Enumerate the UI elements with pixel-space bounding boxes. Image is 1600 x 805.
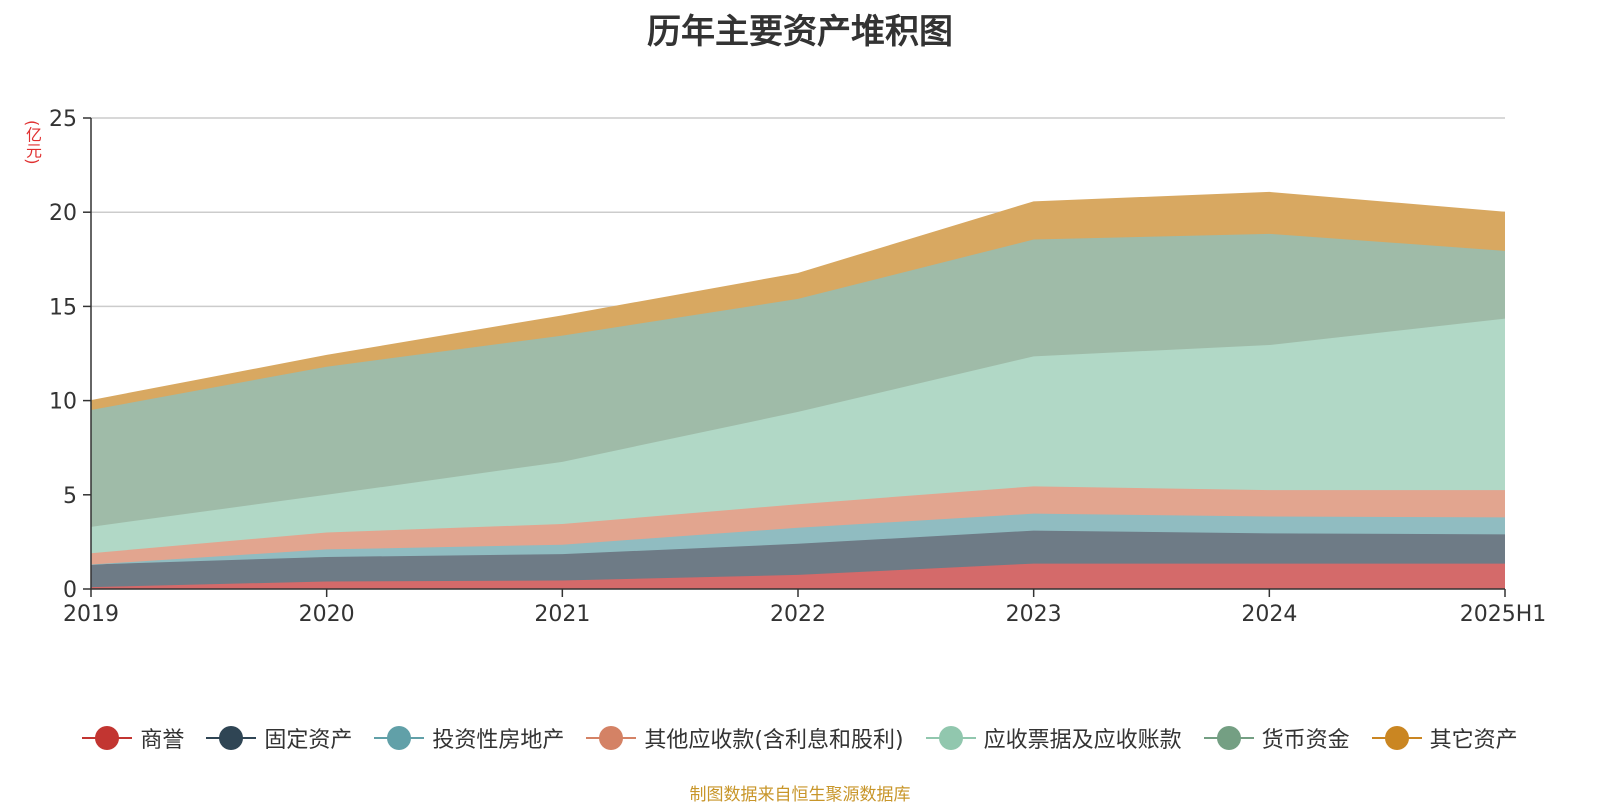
x-tick-label: 2019 bbox=[63, 602, 119, 627]
legend-item-1[interactable]: 固定资产 bbox=[206, 722, 352, 754]
legend-label: 投资性房地产 bbox=[432, 728, 565, 753]
x-tick-label: 2023 bbox=[1006, 602, 1062, 627]
y-tick-label: 10 bbox=[49, 390, 77, 415]
legend-marker bbox=[586, 725, 637, 751]
legend-item-4[interactable]: 应收票据及应收账款 bbox=[925, 722, 1182, 754]
legend-marker bbox=[206, 725, 257, 751]
legend-marker bbox=[1371, 725, 1422, 751]
legend-item-0[interactable]: 商誉 bbox=[82, 722, 184, 754]
legend-label: 商誉 bbox=[140, 728, 185, 753]
y-tick-label: 25 bbox=[49, 107, 77, 132]
legend-item-2[interactable]: 投资性房地产 bbox=[374, 722, 564, 754]
data-source-note: 制图数据来自恒生聚源数据库 bbox=[689, 785, 911, 805]
area-0 bbox=[91, 563, 1505, 589]
y-tick-label: 5 bbox=[63, 484, 77, 509]
y-axis-unit: (亿元) bbox=[23, 120, 42, 165]
area-3 bbox=[91, 486, 1505, 565]
legend-item-6[interactable]: 其它资产 bbox=[1371, 722, 1518, 754]
legend-label: 其他应收款(含利息和股利) bbox=[644, 728, 904, 753]
x-tick-label: 2020 bbox=[299, 602, 355, 627]
legend-label: 货币资金 bbox=[1261, 728, 1350, 753]
area-6 bbox=[91, 192, 1505, 411]
legend-label: 其它资产 bbox=[1429, 728, 1518, 753]
legend: 商誉 固定资产 投资性房地产 其他应收款(含利息和股利) 应收票据及应收账款 货币资金 其它… bbox=[0, 718, 1600, 758]
x-tick-label: 2021 bbox=[534, 602, 590, 627]
legend-item-5[interactable]: 货币资金 bbox=[1203, 722, 1350, 754]
legend-marker bbox=[374, 725, 425, 751]
area-edge-6 bbox=[90, 191, 1506, 402]
legend-label: 应收票据及应收账款 bbox=[983, 728, 1182, 753]
x-tick-label: 2022 bbox=[770, 602, 826, 627]
x-tick-label: 2025H1 bbox=[1460, 602, 1547, 627]
y-tick-label: 0 bbox=[63, 578, 77, 603]
area-2 bbox=[91, 513, 1505, 565]
area-5 bbox=[91, 233, 1505, 527]
y-tick-label: 20 bbox=[49, 201, 77, 226]
legend-marker bbox=[82, 725, 133, 751]
chart-title: 历年主要资产堆积图 bbox=[647, 12, 953, 52]
y-tick-label: 15 bbox=[49, 295, 77, 320]
axes: 0 5 10 15 20 25 2019 2020 2021 2022 2023 2024 2025H1 bbox=[49, 107, 1546, 627]
x-tick-label: 2024 bbox=[1241, 602, 1297, 627]
legend-marker bbox=[925, 725, 976, 751]
area-series bbox=[90, 191, 1506, 589]
area-1 bbox=[91, 530, 1505, 588]
stacked-area-chart: 0 5 10 15 20 25 2019 2020 2021 2022 2023 2024 2025H1 bbox=[49, 107, 1546, 627]
area-4 bbox=[91, 318, 1505, 554]
legend-label: 固定资产 bbox=[264, 728, 353, 753]
legend-marker bbox=[1203, 725, 1254, 751]
legend-item-3[interactable]: 其他应收款(含利息和股利) bbox=[586, 722, 904, 754]
